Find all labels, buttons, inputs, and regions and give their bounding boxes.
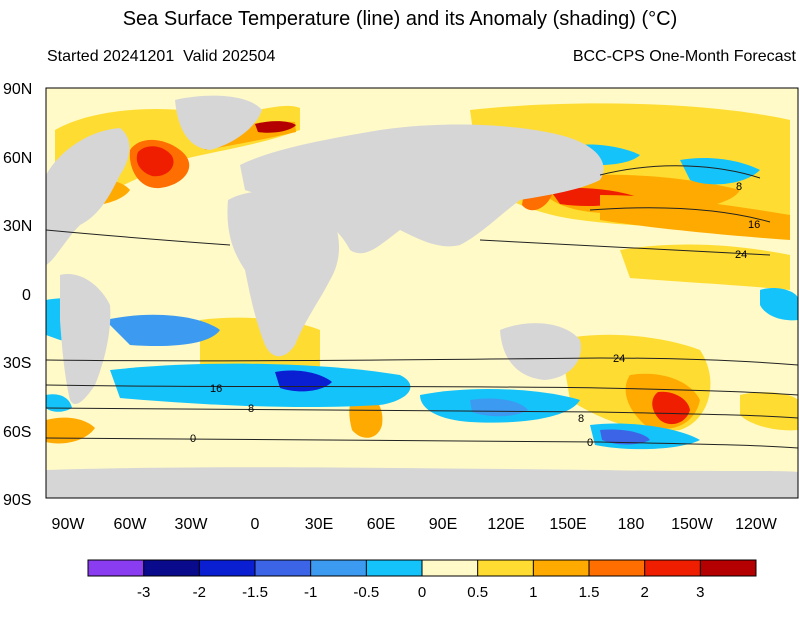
colorbar-swatch bbox=[477, 560, 534, 576]
contour-label: 24 bbox=[735, 249, 747, 261]
longitude-axis: 90W 60W 30W 0 30E 60E 90E 120E 150E 180 … bbox=[52, 516, 778, 533]
anomaly-patch bbox=[740, 392, 798, 431]
colorbar-tick-label: 3 bbox=[696, 584, 704, 601]
lon-tick-label: 120W bbox=[735, 516, 778, 533]
contour-line bbox=[46, 357, 798, 366]
anomaly-patch bbox=[680, 158, 760, 185]
anomaly-patch bbox=[600, 429, 650, 445]
lat-tick-label: 90S bbox=[3, 492, 31, 509]
colorbar-swatch bbox=[199, 560, 256, 576]
lon-tick-label: 90W bbox=[52, 516, 86, 533]
colorbar-swatch bbox=[310, 560, 367, 576]
anomaly-patch bbox=[760, 287, 798, 321]
lat-tick-label: 90N bbox=[3, 81, 32, 98]
contour-label: 0 bbox=[190, 433, 196, 445]
contour-line bbox=[589, 207, 771, 223]
lon-tick-label: 180 bbox=[618, 516, 645, 533]
contour-label: 16 bbox=[748, 219, 760, 231]
colorbar-swatch bbox=[533, 560, 590, 576]
contour-labels: 8 16 24 24 16 8 8 0 0 bbox=[190, 181, 760, 449]
land-greenland bbox=[175, 95, 262, 150]
colorbar-tick-label: 1 bbox=[529, 584, 537, 601]
contour-line bbox=[599, 165, 761, 179]
contour-label: 24 bbox=[613, 353, 625, 365]
colorbar-swatch bbox=[422, 560, 479, 576]
contour-line bbox=[46, 229, 231, 246]
contour-line bbox=[46, 407, 798, 419]
anomaly-patch bbox=[105, 314, 220, 347]
colorbar-tick-label: 0.5 bbox=[467, 584, 488, 601]
land-south-america bbox=[60, 274, 111, 405]
forecast-dates: Started 20241201 Valid 202504 bbox=[47, 48, 275, 66]
anomaly-patch bbox=[136, 146, 174, 177]
colorbar-swatch bbox=[700, 560, 757, 576]
colorbar-tick-label: -3 bbox=[137, 584, 150, 601]
colorbar-swatch bbox=[255, 560, 312, 576]
anomaly-patch bbox=[620, 244, 790, 290]
lat-tick-label: 60S bbox=[3, 424, 31, 441]
lat-tick-label: 30S bbox=[3, 355, 31, 372]
contour-label: 8 bbox=[578, 413, 584, 425]
land-masses bbox=[46, 95, 798, 498]
latitude-axis: 90N 60N 30N 0 30S 60S 90S bbox=[3, 81, 32, 509]
lon-tick-label: 0 bbox=[251, 516, 260, 533]
land-africa bbox=[227, 190, 340, 357]
lon-tick-label: 30W bbox=[175, 516, 209, 533]
lat-tick-label: 30N bbox=[3, 218, 32, 235]
anomaly-patch bbox=[46, 394, 72, 412]
colorbar-tick-label: 0 bbox=[418, 584, 426, 601]
colorbar-tick-label: -0.5 bbox=[353, 584, 379, 601]
lon-tick-label: 90E bbox=[429, 516, 457, 533]
colorbar-tick-label: -1 bbox=[304, 584, 317, 601]
contour-label: 0 bbox=[587, 437, 593, 449]
colorbar-tick-label: -2 bbox=[193, 584, 206, 601]
land-australia bbox=[500, 323, 581, 380]
lon-tick-label: 60W bbox=[114, 516, 148, 533]
colorbar-tick-label: 2 bbox=[640, 584, 648, 601]
land-eurasia bbox=[240, 124, 604, 254]
anomaly-patch bbox=[600, 195, 790, 240]
contour-label: 8 bbox=[736, 181, 742, 193]
colorbar: -3 -2 -1.5 -1 -0.5 0 0.5 1 1.5 2 3 bbox=[87, 559, 757, 601]
land-north-america bbox=[46, 128, 130, 265]
lon-tick-label: 120E bbox=[487, 516, 524, 533]
contour-label: 8 bbox=[248, 403, 254, 415]
colorbar-swatch bbox=[589, 560, 646, 576]
lon-tick-label: 30E bbox=[305, 516, 333, 533]
colorbar-swatch bbox=[644, 560, 701, 576]
colorbar-swatch bbox=[366, 560, 423, 576]
colorbar-swatch bbox=[88, 560, 145, 576]
lon-tick-label: 150E bbox=[549, 516, 586, 533]
chart-title: Sea Surface Temperature (line) and its A… bbox=[122, 8, 678, 30]
anomaly-patch bbox=[255, 121, 296, 133]
land-antarctica bbox=[46, 467, 798, 498]
anomaly-patch bbox=[46, 417, 95, 444]
anomaly-patch bbox=[110, 363, 411, 408]
anomaly-patch bbox=[652, 391, 690, 425]
valid-label: Valid 202504 bbox=[183, 48, 276, 65]
started-label: Started 20241201 bbox=[47, 48, 175, 65]
contour-label: 16 bbox=[210, 383, 222, 395]
map-panel bbox=[46, 88, 798, 498]
colorbar-tick-label: 1.5 bbox=[579, 584, 600, 601]
product-name: BCC-CPS One-Month Forecast bbox=[572, 48, 796, 65]
colorbar-tick-label: -1.5 bbox=[242, 584, 268, 601]
contour-line bbox=[46, 384, 798, 396]
lat-tick-label: 60N bbox=[3, 150, 32, 167]
colorbar-swatch bbox=[143, 560, 200, 576]
lon-tick-label: 150W bbox=[671, 516, 714, 533]
lon-tick-label: 60E bbox=[367, 516, 395, 533]
contour-line bbox=[479, 239, 771, 256]
lat-tick-label: 0 bbox=[22, 287, 31, 304]
map-frame bbox=[45, 87, 799, 499]
